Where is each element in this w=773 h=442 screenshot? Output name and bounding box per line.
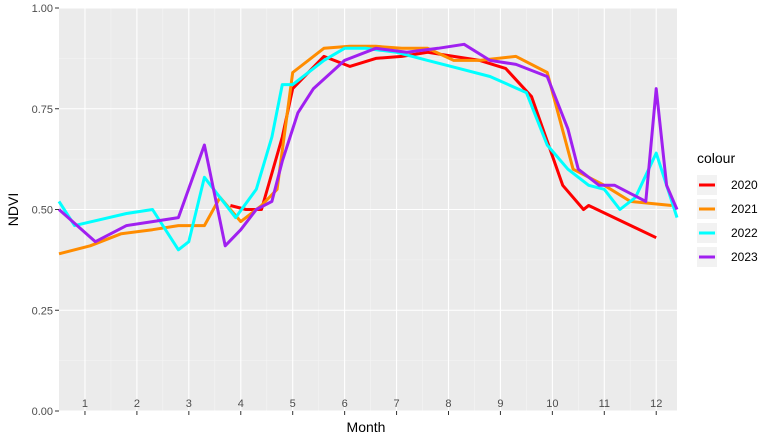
x-tick-label: 4 — [238, 398, 244, 410]
x-tick-label: 2 — [134, 398, 140, 410]
x-tick-label: 10 — [546, 398, 558, 410]
x-tick-label: 1 — [82, 398, 88, 410]
legend-title: colour — [697, 150, 735, 166]
legend: colour 2020 2021 2022 2023 — [697, 150, 758, 267]
x-tick-label: 3 — [186, 398, 192, 410]
x-tick-label: 5 — [290, 398, 296, 410]
x-axis-title: Month — [347, 419, 386, 435]
legend-label-2021: 2021 — [731, 202, 758, 216]
y-tick-label: 0.50 — [32, 205, 53, 217]
y-tick-label: 0.75 — [32, 104, 53, 116]
y-tick-label: 0.25 — [32, 305, 53, 317]
x-tick-label: 12 — [650, 398, 662, 410]
x-tick-label: 6 — [342, 398, 348, 410]
y-tick-label: 0.00 — [32, 406, 53, 418]
series-line-2023 — [58, 42, 679, 248]
x-tick-label: 8 — [445, 398, 451, 410]
y-axis-title: NDVI — [5, 193, 21, 226]
series-line-2020 — [230, 50, 657, 240]
x-tick-label: 11 — [599, 398, 610, 410]
y-axis-ticks: 0.00 0.25 0.50 0.75 1.00 — [32, 3, 59, 418]
legend-label-2022: 2022 — [731, 226, 758, 240]
legend-label-2023: 2023 — [731, 250, 758, 264]
series-line-2022 — [57, 46, 679, 252]
legend-label-2020: 2020 — [731, 178, 758, 192]
x-axis-ticks: 1 2 3 4 5 6 7 8 9 10 11 12 — [82, 398, 662, 415]
x-tick-label: 9 — [497, 398, 503, 410]
x-tick-label: 7 — [394, 398, 400, 410]
series-lines — [57, 42, 679, 256]
major-gridlines — [59, 7, 677, 412]
y-tick-label: 1.00 — [32, 3, 53, 15]
